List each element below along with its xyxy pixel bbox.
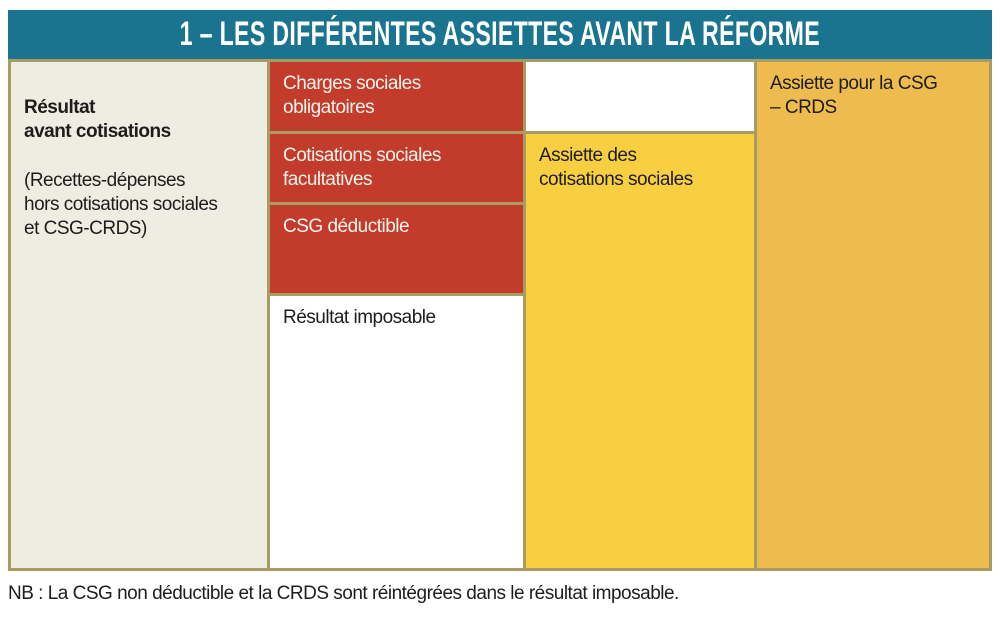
assiettes-diagram: Résultat avant cotisations (Recettes-dép… [8, 59, 992, 571]
section-title-bar: 1 – LES DIFFÉRENTES ASSIETTES AVANT LA R… [8, 10, 992, 59]
charges-sociales-obligatoires-block: Charges sociales obligatoires [270, 62, 523, 131]
result-before-contributions-cell: Résultat avant cotisations (Recettes-dép… [11, 62, 267, 568]
result-subtitle: (Recettes-dépenses hors cotisations soci… [24, 169, 218, 239]
section-title: 1 – LES DIFFÉRENTES ASSIETTES AVANT LA R… [179, 15, 821, 53]
cotisations-sociales-facultatives-block: Cotisations sociales facultatives [270, 134, 523, 202]
csg-deductible-block: CSG déductible [270, 205, 523, 293]
deductions-column: Charges sociales obligatoires Cotisation… [270, 62, 523, 568]
footnote: NB : La CSG non déductible et la CRDS so… [8, 583, 679, 604]
result-title: Résultat avant cotisations [24, 97, 171, 143]
empty-cell [526, 62, 754, 131]
social-contributions-base-column: Assiette des cotisations sociales [526, 62, 754, 568]
assiette-csg-crds-cell: Assiette pour la CSG – CRDS [757, 62, 989, 568]
resultat-imposable-cell: Résultat imposable [270, 296, 523, 568]
assiette-cotisations-sociales-cell: Assiette des cotisations sociales [526, 134, 754, 568]
